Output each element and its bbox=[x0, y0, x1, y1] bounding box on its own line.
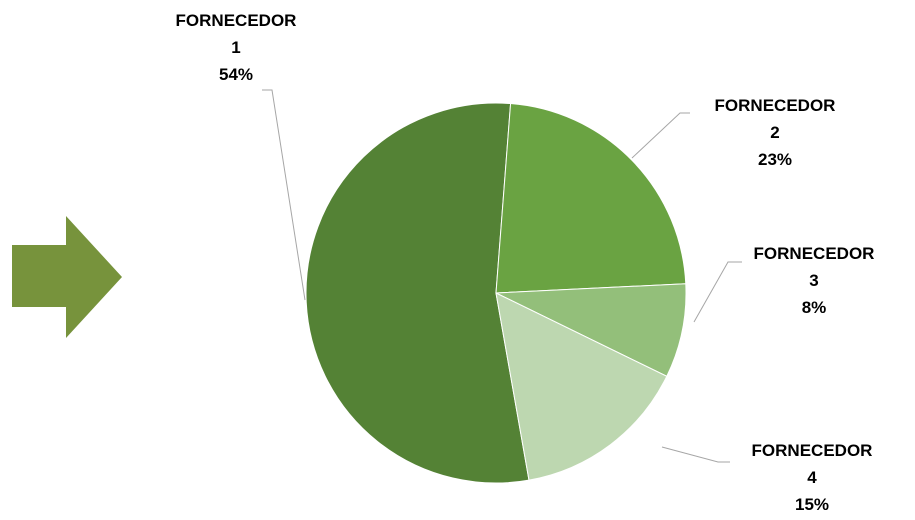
slice-label: FORNECEDOR 4 bbox=[751, 441, 873, 487]
leader-line bbox=[693, 261, 742, 323]
slice-label: FORNECEDOR 1 bbox=[175, 11, 297, 57]
arrow-icon bbox=[12, 216, 122, 338]
slice-value-label: 8% bbox=[801, 298, 827, 317]
pie-slice bbox=[495, 283, 687, 377]
pie-slice bbox=[495, 103, 687, 294]
pie-slice bbox=[305, 102, 530, 484]
slice-value-label: 54% bbox=[218, 65, 254, 84]
slice-value-label: 15% bbox=[794, 495, 830, 514]
slice-value-label: 23% bbox=[757, 150, 793, 169]
leader-line bbox=[262, 89, 306, 301]
slice-label: FORNECEDOR 2 bbox=[714, 96, 836, 142]
leader-line bbox=[661, 446, 730, 463]
slice-label: FORNECEDOR 3 bbox=[753, 244, 875, 290]
leader-line bbox=[631, 112, 690, 159]
pie-slice bbox=[495, 292, 668, 481]
